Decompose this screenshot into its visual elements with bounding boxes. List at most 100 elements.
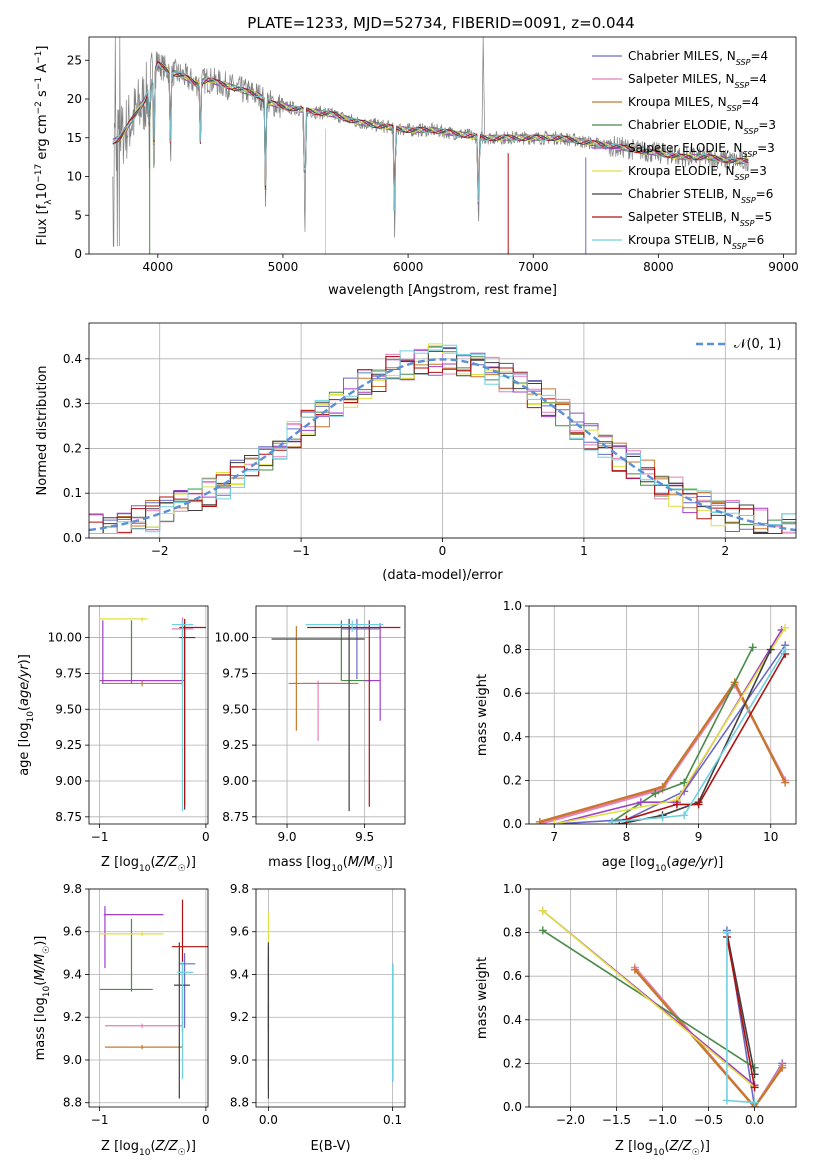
label-part: M/M: [348, 855, 375, 870]
axes-frame: [528, 888, 797, 1108]
y-axis-label: mass [log10(M/M☉)]: [33, 936, 52, 1061]
axes-mass-weight-vs-Z: −2.0 −1.5 −1.0 −0.5 0.0 0.0 0.2 0.4 0.6 0.8 1.0 Z […: [475, 882, 797, 1158]
label-part: M/M: [33, 954, 48, 981]
x-tick-label: 0: [439, 544, 447, 558]
weight-line: [726, 932, 756, 1075]
y-tick-label: 0.4: [503, 730, 522, 744]
y-axis-label: mass weight: [475, 957, 490, 1039]
legend-count: =4: [750, 49, 768, 63]
x-tick-label: 9000: [768, 260, 799, 274]
legend-entry: Salpeter MILES, NSSP=4: [628, 72, 767, 90]
x-axis-label: Z [log10(Z/Z☉)]: [101, 855, 196, 874]
axes-frame: [88, 322, 797, 539]
legend-subscript: SSP: [736, 58, 751, 67]
legend-count: =6: [747, 233, 765, 247]
label-part: mass weight: [475, 957, 490, 1039]
x-tick-label: 8000: [643, 260, 674, 274]
y-tick-label: 9.75: [55, 666, 82, 680]
y-tick-label: 1.0: [503, 882, 522, 896]
weight-line: [554, 627, 786, 824]
label-part: (: [343, 855, 348, 870]
y-tick-label: 9.00: [55, 774, 82, 788]
label-part: 10: [331, 864, 343, 874]
x-tick-label: 0.0: [259, 1113, 278, 1127]
axes-spectrum: 4000 5000 6000 7000 8000 9000 0 5 10 15 20 25 wavele…: [34, 36, 799, 298]
x-tick-label: 6000: [393, 260, 424, 274]
plot-area: [99, 899, 208, 1099]
x-tick-label: −1: [91, 1113, 109, 1127]
legend-text: Chabrier MILES, N: [628, 49, 736, 63]
x-tick-label: 10: [763, 830, 778, 844]
y-tick-label: 0.0: [503, 1100, 522, 1114]
weight-line: [539, 679, 787, 823]
legend-subscript: SSP: [740, 219, 755, 228]
y-axis-label: Normed distribution: [35, 366, 50, 496]
label-part: )]: [186, 1139, 196, 1154]
y-tick-label: 9.00: [222, 774, 249, 788]
y-tick-label: 0.0: [63, 531, 82, 545]
label-part: age/yr: [17, 663, 32, 706]
label-part: age [log: [602, 855, 655, 870]
y-tick-label: 0.6: [503, 969, 522, 983]
plot-area: [271, 618, 401, 812]
axes-frame: [88, 888, 209, 1108]
x-tick-label: −2.0: [556, 1113, 585, 1127]
x-axis-label: E(B-V): [310, 1139, 350, 1154]
legend-text: Salpeter STELIB, N: [628, 210, 740, 224]
legend-count: =4: [749, 72, 767, 86]
x-tick-label: 0.0: [745, 1113, 764, 1127]
legend-entry: Salpeter STELIB, NSSP=5: [628, 210, 772, 228]
label-part: A: [35, 64, 50, 77]
plot-area: [112, 37, 749, 254]
label-part: s: [35, 90, 50, 101]
axes-age-vs-mass: 9.0 9.5 8.75 9.00 9.25 9.50 9.75 10.00 mass [log…: [215, 605, 406, 874]
y-tick-label: 8.75: [55, 810, 82, 824]
y-tick-label: 0.1: [63, 486, 82, 500]
legend-text: Chabrier STELIB, N: [628, 187, 741, 201]
plot-area: [267, 912, 394, 1099]
x-tick-label: −1: [91, 830, 109, 844]
x-axis-label: age [log10(age/yr)]: [602, 855, 724, 874]
y-tick-label: 5: [74, 208, 82, 222]
label-part: )]: [700, 1139, 710, 1154]
legend-text: Kroupa STELIB, N: [628, 233, 732, 247]
legend-count: =6: [756, 187, 774, 201]
label-part: −1: [34, 77, 44, 90]
plot-area: [538, 906, 787, 1107]
x-tick-label: 7: [550, 830, 558, 844]
label-part: ]: [35, 46, 50, 51]
figure-title: PLATE=1233, MJD=52734, FIBERID=0091, z=0…: [247, 14, 634, 32]
label-part: Normed distribution: [35, 366, 50, 496]
y-tick-label: 15: [67, 131, 82, 145]
y-tick-label: 10.00: [48, 631, 82, 645]
y-tick-label: 0.2: [63, 441, 82, 455]
x-tick-label: 8: [623, 830, 631, 844]
y-tick-label: 9.4: [230, 967, 249, 981]
plot-area: [99, 617, 206, 812]
y-tick-label: 0.3: [63, 397, 82, 411]
x-tick-label: 7000: [518, 260, 549, 274]
x-tick-label: 9.0: [277, 830, 296, 844]
y-tick-label: 9.2: [63, 1010, 82, 1024]
x-tick-label: 9.5: [355, 830, 374, 844]
x-tick-label: 2: [721, 544, 729, 558]
y-tick-label: 0.0: [503, 817, 522, 831]
axes-frame: [528, 605, 797, 825]
label-part: 10: [655, 864, 667, 874]
weight-line: [726, 936, 756, 1088]
y-tick-label: 10.00: [215, 631, 249, 645]
y-tick-label: 9.4: [63, 967, 82, 981]
y-tick-label: 9.25: [222, 738, 249, 752]
x-axis-label: Z [log10(Z/Z☉)]: [101, 1139, 196, 1158]
y-tick-label: 9.0: [63, 1053, 82, 1067]
x-axis-label: wavelength [Angstrom, rest frame]: [328, 283, 557, 298]
y-tick-label: 9.0: [230, 1053, 249, 1067]
label-part: Z/Z: [669, 1139, 693, 1154]
label-part: (: [150, 855, 155, 870]
label-part: 10: [35, 183, 50, 200]
plot-area: [89, 343, 796, 534]
legend-subscript: SSP: [727, 104, 742, 113]
legend-count: =5: [754, 210, 772, 224]
